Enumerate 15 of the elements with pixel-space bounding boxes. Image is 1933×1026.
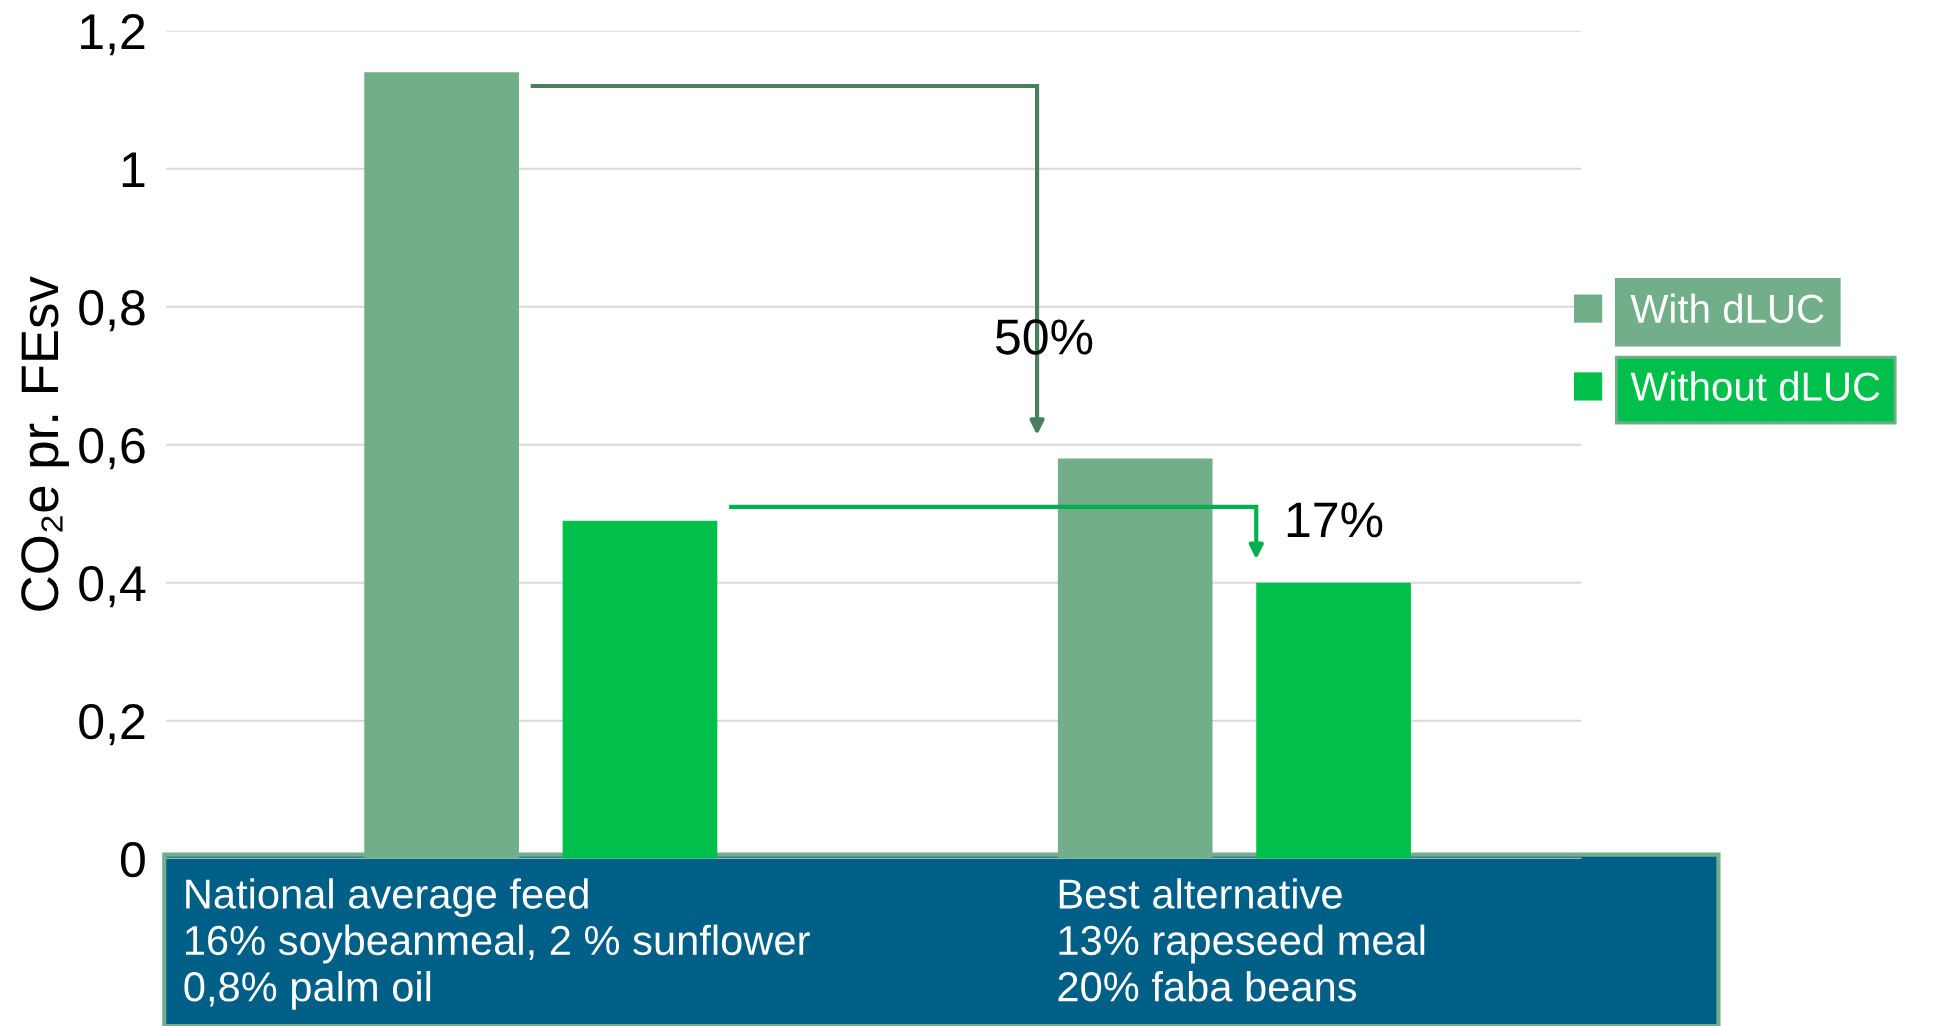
y-tick-label: 0,6 bbox=[79, 427, 145, 470]
y-tick-label: 0,2 bbox=[79, 703, 145, 746]
y-tick-label: 1,2 bbox=[81, 13, 145, 56]
legend-label: Without dLUC bbox=[1630, 371, 1880, 401]
bar bbox=[1256, 582, 1411, 859]
y-axis-title: CO₂e pr. FEsv bbox=[21, 276, 69, 611]
y-tick-label: 0,8 bbox=[79, 289, 145, 332]
annotation: 17% bbox=[1287, 502, 1383, 538]
legend-label: With dLUC bbox=[1630, 293, 1824, 324]
x-tick-label: Best alternative 13% rapeseed meal 20% faba beans bbox=[1058, 878, 1425, 1002]
y-tick-label: 0 bbox=[120, 841, 145, 878]
y-tick-label: 1 bbox=[122, 152, 145, 187]
bar bbox=[562, 520, 718, 859]
x-tick-label: National average feed 16% soybeanmeal, 2 % sunflower 0,8% palm oil bbox=[184, 878, 810, 1010]
y-tick-label: 0,4 bbox=[79, 565, 146, 608]
